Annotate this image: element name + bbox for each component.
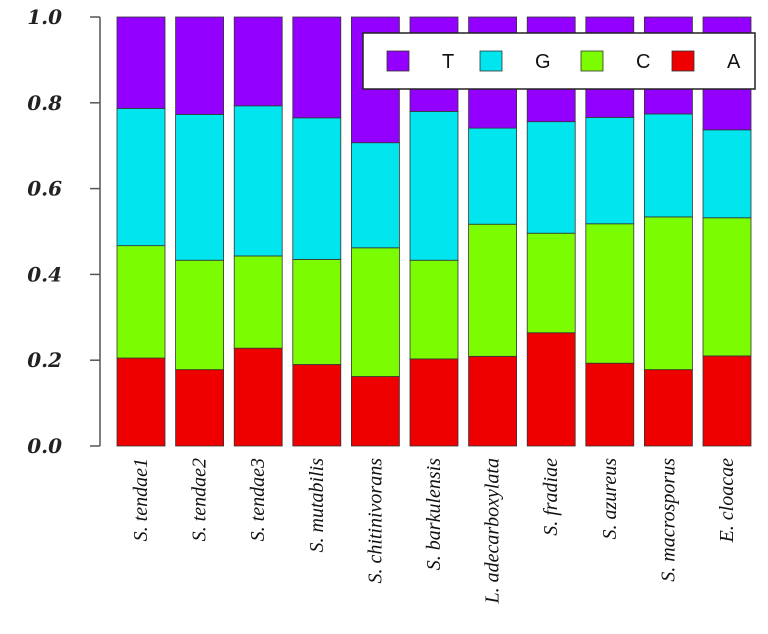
bar-segment-A bbox=[526, 332, 576, 447]
legend-label-A: A bbox=[727, 51, 741, 73]
bar-segment-A bbox=[468, 355, 518, 447]
x-tick-label: S. chitinivorans bbox=[364, 458, 386, 584]
bar-segment-G bbox=[350, 142, 400, 249]
bar-segment-T bbox=[116, 16, 166, 109]
bar-segment-A bbox=[175, 369, 225, 447]
bar-segment-A bbox=[233, 347, 283, 447]
bar-segment-G bbox=[526, 121, 576, 234]
y-tick-label: 0.4 bbox=[27, 262, 62, 286]
bar-segment-G bbox=[409, 110, 459, 261]
legend-swatch-C bbox=[580, 50, 604, 72]
bar-segment-A bbox=[644, 369, 693, 447]
bar-segment-G bbox=[116, 107, 166, 247]
legend-swatch-T bbox=[386, 50, 410, 72]
bar-segment-C bbox=[292, 258, 342, 365]
legend-box bbox=[362, 32, 756, 90]
legend-label-T: T bbox=[442, 51, 454, 73]
bar-segment-C bbox=[644, 216, 693, 371]
y-axis: 0.0 0.2 0.4 0.6 0.8 1.0 bbox=[27, 5, 101, 458]
bar-segment-T bbox=[292, 16, 342, 119]
bar-segment-A bbox=[585, 362, 635, 447]
bar-segment-C bbox=[702, 217, 752, 357]
bar-segment-C bbox=[526, 232, 576, 334]
bar-segment-C bbox=[350, 247, 400, 377]
x-axis-labels: S. tendae1 S. tendae2 S. tendae3 S. mutabil… bbox=[130, 458, 738, 605]
bar-segment-C bbox=[116, 245, 166, 359]
bar-segment-G bbox=[644, 113, 693, 218]
y-tick-label: 0.8 bbox=[27, 91, 62, 115]
x-tick-label: L. adecarboxylata bbox=[482, 458, 504, 605]
bar-segment-C bbox=[585, 223, 635, 364]
bar-segment-T bbox=[175, 16, 225, 115]
x-tick-label: S. mutabilis bbox=[306, 458, 328, 553]
bar-segment-C bbox=[468, 223, 518, 357]
x-tick-label: S. tendae2 bbox=[189, 458, 211, 541]
y-tick-label: 0.2 bbox=[27, 348, 62, 372]
x-tick-label: S. barkulensis bbox=[423, 458, 445, 570]
x-tick-label: S. macrosporus bbox=[657, 458, 679, 582]
bar-segment-A bbox=[409, 358, 459, 447]
bar-segment-G bbox=[468, 127, 518, 225]
y-tick-label: 1.0 bbox=[27, 5, 62, 29]
bar-segment-G bbox=[175, 113, 225, 261]
x-tick-label: S. tendae1 bbox=[130, 458, 152, 541]
x-tick-label: S. fradiae bbox=[540, 458, 562, 536]
bar-segment-G bbox=[233, 105, 283, 257]
y-tick-label: 0.6 bbox=[27, 177, 62, 201]
bar-segment-A bbox=[702, 355, 752, 447]
bar-segment-C bbox=[409, 259, 459, 360]
legend-swatch-G bbox=[479, 50, 503, 72]
legend-swatch-A bbox=[671, 50, 695, 72]
bar-segment-G bbox=[585, 116, 635, 225]
bar-segment-T bbox=[233, 16, 283, 107]
bar-segment-C bbox=[175, 259, 225, 371]
bar-segment-G bbox=[292, 117, 342, 260]
bar-segment-G bbox=[702, 129, 752, 219]
x-tick-label: S. azureus bbox=[599, 458, 621, 540]
bar-segment-A bbox=[350, 376, 400, 447]
bar-segment-A bbox=[116, 357, 166, 447]
bar-segment-C bbox=[233, 255, 283, 349]
legend-label-G: G bbox=[535, 51, 551, 73]
y-tick-label: 0.0 bbox=[27, 434, 62, 458]
bar-segment-A bbox=[292, 364, 342, 447]
x-tick-label: E. cloacae bbox=[716, 458, 738, 544]
x-tick-label: S. tendae3 bbox=[247, 458, 269, 541]
legend-label-C: C bbox=[636, 51, 650, 73]
